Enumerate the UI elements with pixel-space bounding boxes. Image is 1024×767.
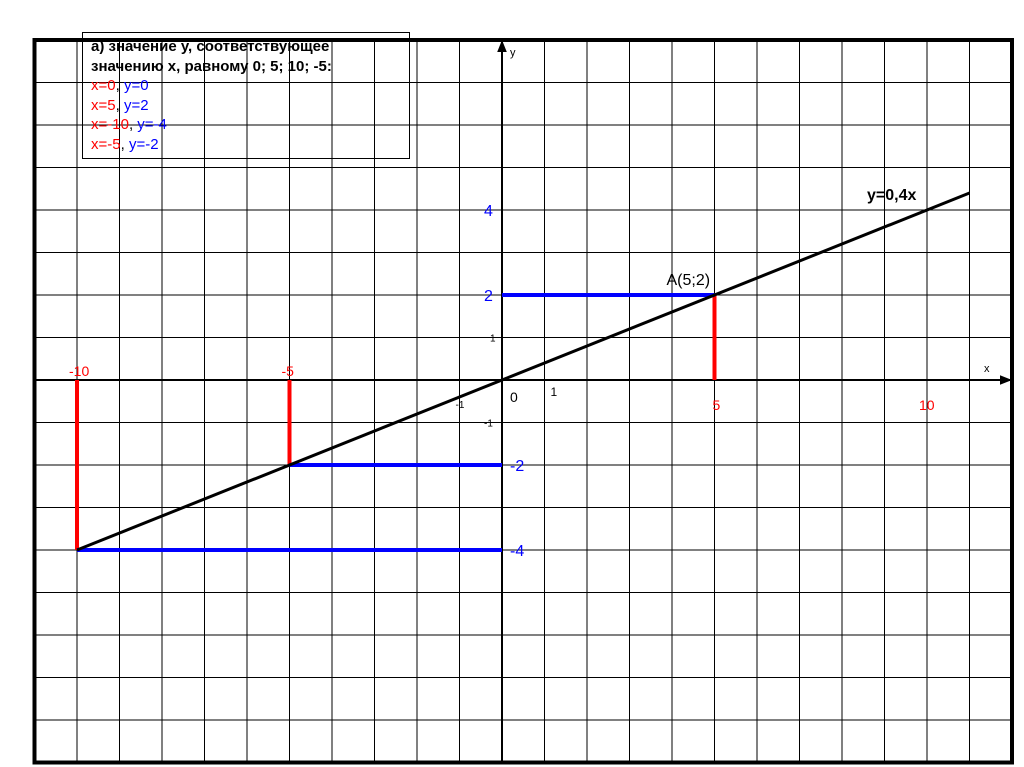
tick-label: 10 (919, 397, 935, 413)
textbox-segment: а) значение у, соответствующее (91, 38, 329, 55)
textbox-segment: у=-4 (137, 116, 167, 133)
tick-label: 4 (484, 203, 493, 220)
textbox-line: а) значение у, соответствующее (91, 37, 401, 57)
tick-label: 1 (551, 385, 558, 399)
tick-label: 0 (510, 389, 518, 405)
chart-container: xyy=0,4x101-1-142-2-4-10-5510A(5;2) а) з… (0, 0, 1024, 767)
textbox-line: х=0, у=0 (91, 76, 401, 96)
x-axis-label: x (984, 363, 990, 375)
tick-label: -10 (69, 363, 89, 379)
tick-label: -2 (510, 458, 524, 475)
textbox-segment: х=-5 (91, 136, 121, 153)
answer-textbox: а) значение у, соответствующее значению … (82, 32, 410, 159)
textbox-segment: х=5 (91, 97, 116, 114)
textbox-segment: х=0 (91, 77, 116, 94)
tick-label: 5 (713, 397, 721, 413)
textbox-segment: у=-2 (129, 136, 159, 153)
textbox-line: х=-5, у=-2 (91, 135, 401, 155)
textbox-segment: , (116, 77, 124, 94)
point-label: A(5;2) (667, 272, 711, 289)
tick-label: -4 (510, 543, 524, 560)
textbox-line: х=-10, у=-4 (91, 115, 401, 135)
textbox-line: значению х, равному 0; 5; 10; -5: (91, 57, 401, 77)
textbox-segment: у=2 (124, 97, 149, 114)
tick-label: -5 (282, 363, 295, 379)
textbox-segment: , (121, 136, 129, 153)
tick-label: 1 (490, 334, 496, 345)
textbox-segment: у=0 (124, 77, 149, 94)
function-line (77, 193, 970, 550)
textbox-segment: х=-10 (91, 116, 129, 133)
tick-label: -1 (484, 419, 493, 430)
textbox-line: х=5, у=2 (91, 96, 401, 116)
y-axis-label: y (510, 47, 516, 59)
equation-label: y=0,4x (867, 187, 916, 204)
tick-label: -1 (456, 400, 465, 411)
tick-label: 2 (484, 288, 493, 305)
textbox-segment: значению х, равному 0; 5; 10; -5: (91, 58, 332, 75)
textbox-segment: , (116, 97, 124, 114)
